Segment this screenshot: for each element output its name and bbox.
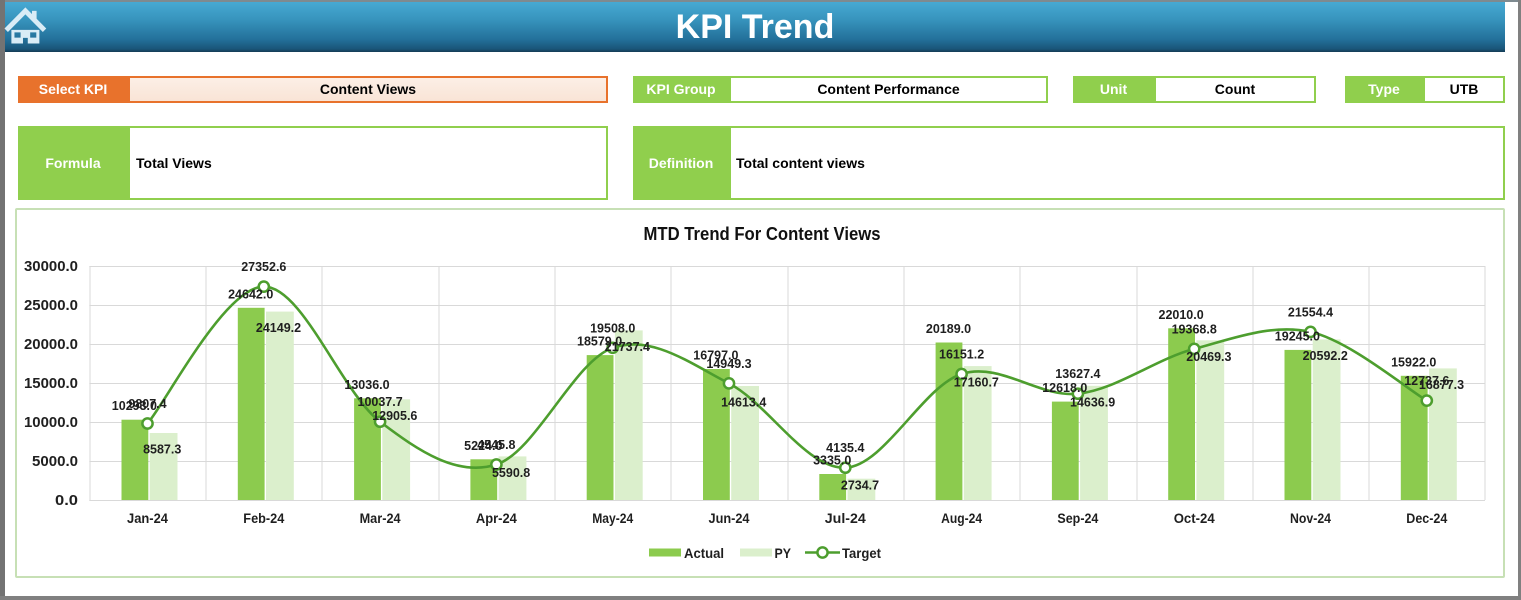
- svg-text:5590.8: 5590.8: [492, 466, 530, 480]
- svg-text:May-24: May-24: [592, 510, 633, 526]
- svg-text:3335.0: 3335.0: [813, 454, 851, 468]
- svg-text:MTD Trend For Content Views: MTD Trend For Content Views: [644, 224, 881, 244]
- svg-text:5000.0: 5000.0: [32, 453, 78, 470]
- svg-text:17160.7: 17160.7: [954, 376, 999, 390]
- svg-text:16151.2: 16151.2: [939, 348, 984, 362]
- svg-text:Jan-24: Jan-24: [127, 510, 168, 526]
- svg-text:Mar-24: Mar-24: [360, 510, 401, 526]
- svg-text:27352.6: 27352.6: [241, 260, 286, 274]
- svg-text:Jul-24: Jul-24: [825, 510, 866, 526]
- svg-text:13036.0: 13036.0: [344, 378, 389, 392]
- svg-text:12905.6: 12905.6: [372, 409, 417, 423]
- svg-text:Jun-24: Jun-24: [709, 510, 750, 526]
- svg-text:21737.4: 21737.4: [605, 340, 650, 354]
- svg-text:2734.7: 2734.7: [841, 479, 879, 493]
- svg-text:8587.3: 8587.3: [143, 443, 181, 457]
- svg-text:10037.7: 10037.7: [358, 395, 403, 409]
- svg-text:13627.4: 13627.4: [1055, 367, 1100, 381]
- svg-text:16797.0: 16797.0: [693, 349, 738, 363]
- svg-text:14949.3: 14949.3: [706, 357, 751, 371]
- svg-text:14636.9: 14636.9: [1070, 395, 1115, 409]
- svg-text:Aug-24: Aug-24: [941, 510, 982, 526]
- svg-text:5224.0: 5224.0: [464, 439, 502, 453]
- svg-text:20469.3: 20469.3: [1186, 350, 1231, 364]
- svg-text:Nov-24: Nov-24: [1290, 510, 1331, 526]
- svg-text:12618.0: 12618.0: [1042, 381, 1087, 395]
- svg-text:14613.4: 14613.4: [721, 396, 766, 410]
- svg-text:Oct-24: Oct-24: [1174, 510, 1215, 526]
- svg-text:20592.2: 20592.2: [1303, 349, 1348, 363]
- svg-text:15000.0: 15000.0: [24, 375, 78, 392]
- svg-text:Dec-24: Dec-24: [1406, 510, 1447, 526]
- svg-text:Actual: Actual: [684, 545, 724, 561]
- svg-text:10293.0: 10293.0: [112, 399, 157, 413]
- svg-text:20000.0: 20000.0: [24, 336, 78, 353]
- svg-text:18579.0: 18579.0: [577, 335, 622, 349]
- svg-text:16877.3: 16877.3: [1419, 378, 1464, 392]
- svg-text:22010.0: 22010.0: [1159, 308, 1204, 322]
- svg-text:15922.0: 15922.0: [1391, 355, 1436, 369]
- svg-text:19508.0: 19508.0: [590, 321, 635, 335]
- svg-text:30000.0: 30000.0: [24, 258, 78, 275]
- svg-text:0.0: 0.0: [55, 492, 78, 509]
- svg-text:20189.0: 20189.0: [926, 322, 971, 336]
- svg-text:Sep-24: Sep-24: [1057, 510, 1098, 526]
- svg-text:24149.2: 24149.2: [256, 321, 301, 335]
- svg-text:Feb-24: Feb-24: [243, 510, 284, 526]
- svg-text:10000.0: 10000.0: [24, 414, 78, 431]
- svg-text:9807.4: 9807.4: [128, 397, 166, 411]
- svg-text:PY: PY: [775, 545, 792, 561]
- svg-text:4545.8: 4545.8: [477, 438, 515, 452]
- svg-text:21554.4: 21554.4: [1288, 305, 1333, 319]
- svg-text:Target: Target: [842, 545, 881, 561]
- svg-text:24642.0: 24642.0: [228, 287, 273, 301]
- svg-text:Apr-24: Apr-24: [476, 510, 517, 526]
- svg-text:19368.8: 19368.8: [1172, 322, 1217, 336]
- svg-text:4135.4: 4135.4: [826, 441, 864, 455]
- svg-text:19245.0: 19245.0: [1275, 329, 1320, 343]
- svg-text:12737.6: 12737.6: [1404, 374, 1449, 388]
- svg-text:25000.0: 25000.0: [24, 297, 78, 314]
